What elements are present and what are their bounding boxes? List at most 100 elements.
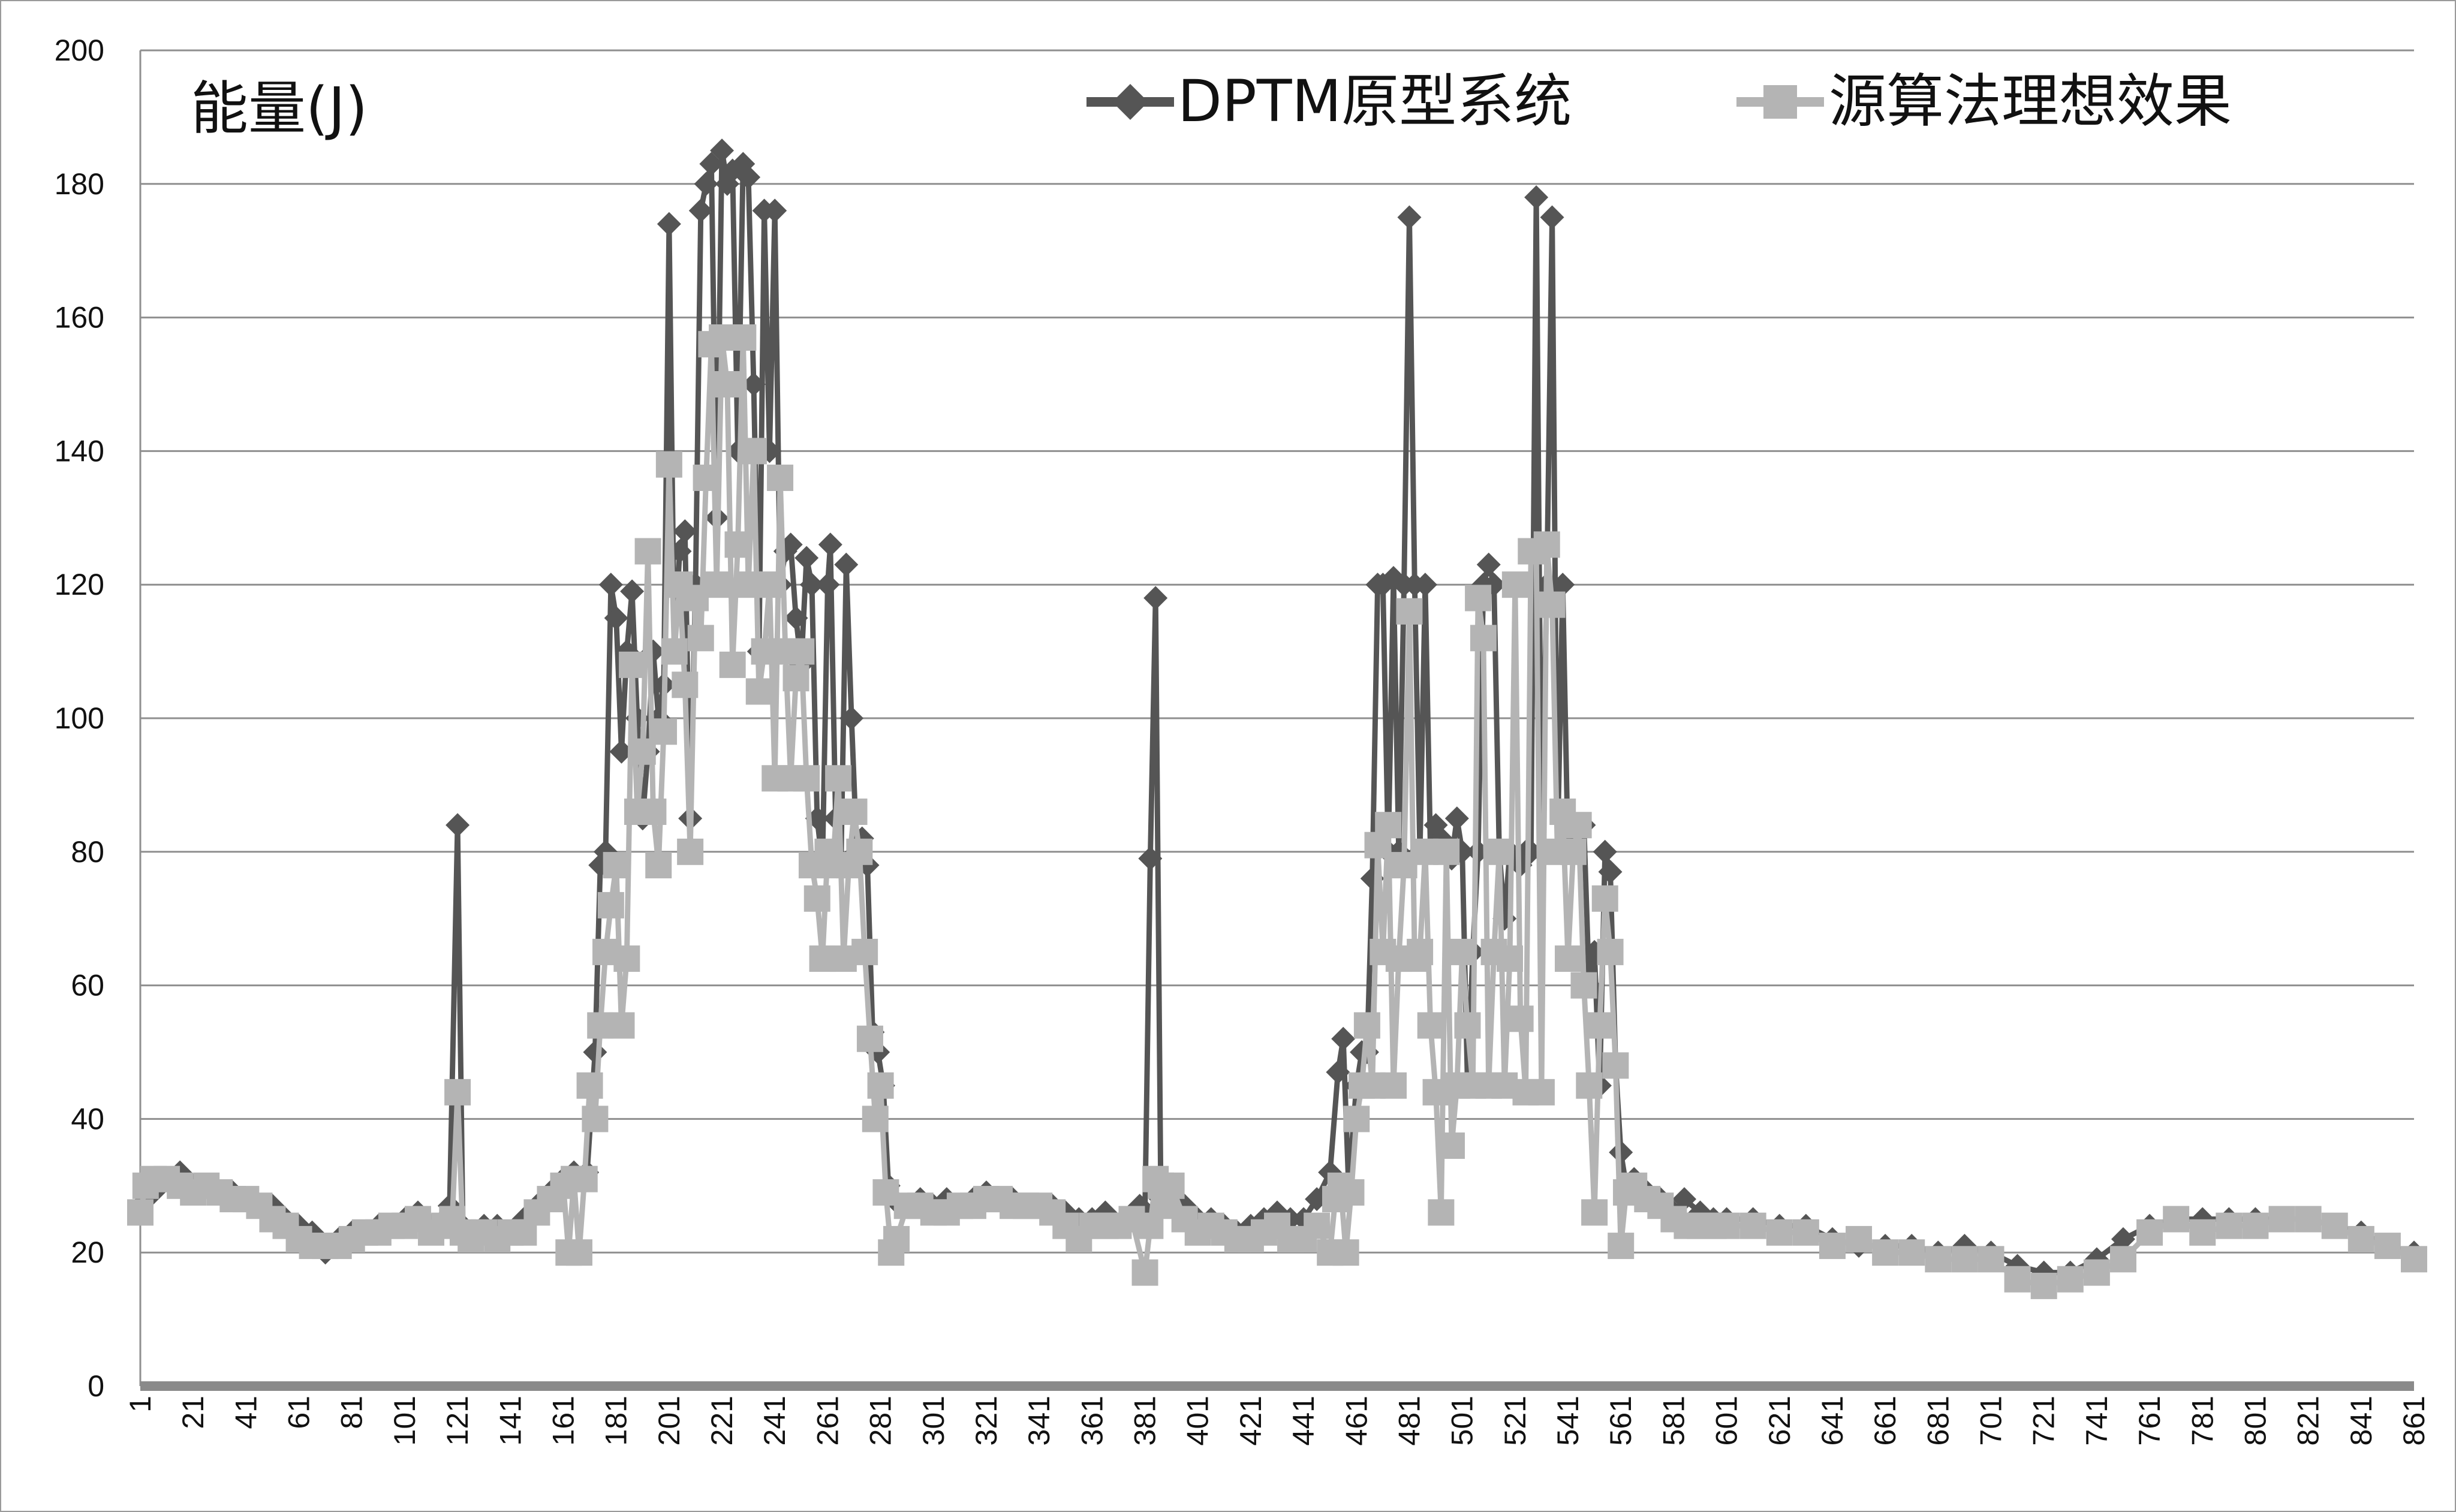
x-tick-label: 501 bbox=[1446, 1396, 1479, 1445]
data-point bbox=[710, 138, 735, 163]
y-tick-label: 120 bbox=[55, 568, 104, 601]
data-point bbox=[763, 198, 787, 223]
x-tick-label: 681 bbox=[1921, 1396, 1955, 1445]
data-point bbox=[1593, 839, 1617, 864]
series-line bbox=[137, 335, 2416, 1289]
data-point bbox=[2374, 1233, 2401, 1260]
data-point bbox=[661, 638, 688, 665]
x-tick-label: 601 bbox=[1710, 1396, 1744, 1445]
y-tick-label: 200 bbox=[55, 34, 104, 67]
data-point bbox=[657, 212, 681, 236]
x-tick-label: 801 bbox=[2238, 1396, 2272, 1445]
data-point bbox=[1551, 573, 1575, 597]
x-tick-label: 761 bbox=[2133, 1396, 2166, 1445]
data-point bbox=[2347, 1225, 2374, 1252]
y-tick-label: 140 bbox=[55, 434, 104, 468]
x-tick-label: 281 bbox=[864, 1396, 898, 1445]
data-point bbox=[1528, 1079, 1555, 1106]
x-tick-label: 201 bbox=[652, 1396, 686, 1445]
data-point bbox=[2004, 1266, 2031, 1293]
data-point bbox=[782, 665, 809, 692]
x-axis-ticks: 1 21 41 61 81 101 121 141 161 181 201 221 241 261 281 3… bbox=[124, 1396, 2431, 1445]
data-point bbox=[1533, 531, 1560, 558]
data-point bbox=[1343, 1106, 1370, 1133]
x-tick-label: 861 bbox=[2397, 1396, 2431, 1445]
data-point bbox=[613, 945, 640, 972]
data-point bbox=[1766, 1219, 1793, 1246]
data-point bbox=[1428, 1199, 1455, 1226]
data-point bbox=[851, 938, 878, 965]
data-point bbox=[1131, 1259, 1158, 1286]
data-point bbox=[730, 324, 757, 351]
data-point bbox=[1444, 806, 1469, 831]
data-point bbox=[1143, 586, 1168, 610]
data-point bbox=[1540, 205, 1564, 230]
data-point bbox=[1353, 1012, 1380, 1039]
legend-ideal-marker-icon bbox=[1763, 85, 1797, 119]
data-point bbox=[1497, 945, 1524, 972]
x-tick-label: 641 bbox=[1816, 1396, 1849, 1445]
x-tick-label: 341 bbox=[1022, 1396, 1056, 1445]
data-point bbox=[867, 1072, 894, 1099]
data-point bbox=[1819, 1233, 1846, 1260]
data-point bbox=[1951, 1246, 1978, 1273]
x-tick-label: 101 bbox=[388, 1396, 422, 1445]
x-tick-label: 1 bbox=[124, 1396, 157, 1412]
data-point bbox=[1338, 1179, 1365, 1206]
series-ideal bbox=[127, 324, 2427, 1299]
data-point bbox=[1524, 185, 1549, 210]
data-point bbox=[1597, 938, 1624, 965]
x-tick-label: 141 bbox=[493, 1396, 527, 1445]
data-point bbox=[745, 678, 772, 705]
data-point bbox=[645, 852, 672, 879]
data-point bbox=[724, 531, 751, 558]
data-point bbox=[576, 1072, 603, 1099]
data-point bbox=[672, 671, 699, 698]
data-point bbox=[1609, 1140, 1633, 1165]
data-point bbox=[2109, 1246, 2136, 1273]
data-point bbox=[565, 1239, 592, 1266]
data-point bbox=[603, 852, 630, 879]
data-point bbox=[127, 1199, 154, 1226]
data-point bbox=[1598, 860, 1623, 884]
data-point bbox=[2030, 1272, 2057, 1299]
x-tick-label: 781 bbox=[2186, 1396, 2219, 1445]
data-point bbox=[2136, 1219, 2163, 1246]
legend-label-ideal: 源算法理想效果 bbox=[1829, 68, 2232, 135]
data-point bbox=[1476, 552, 1501, 577]
x-tick-label: 661 bbox=[1868, 1396, 1902, 1445]
data-point bbox=[841, 798, 868, 825]
data-point bbox=[2321, 1212, 2348, 1239]
gridlines bbox=[139, 49, 2414, 1386]
data-point bbox=[1326, 1060, 1350, 1085]
data-point bbox=[1713, 1212, 1740, 1239]
data-point bbox=[799, 573, 824, 597]
data-point bbox=[1375, 812, 1402, 839]
data-point bbox=[794, 546, 819, 570]
x-tick-label: 581 bbox=[1657, 1396, 1690, 1445]
legend-item-dptm: DPTM原型系统 bbox=[1086, 68, 1572, 135]
data-point bbox=[1413, 573, 1437, 597]
data-point bbox=[2268, 1206, 2295, 1233]
data-point bbox=[619, 651, 646, 678]
data-point bbox=[846, 838, 873, 865]
x-tick-label: 381 bbox=[1128, 1396, 1162, 1445]
data-point bbox=[1565, 812, 1592, 839]
data-point bbox=[620, 579, 645, 604]
y-tick-label: 100 bbox=[55, 701, 104, 735]
data-point bbox=[640, 798, 667, 825]
x-tick-label: 301 bbox=[917, 1396, 950, 1445]
data-point bbox=[1846, 1225, 1873, 1252]
x-tick-label: 61 bbox=[282, 1396, 316, 1429]
data-point bbox=[703, 571, 730, 598]
y-axis-ticks: 0 20 40 60 80 100 120 140 160 180 200 bbox=[55, 34, 104, 1403]
data-point bbox=[1438, 1132, 1465, 1159]
data-point bbox=[446, 813, 470, 838]
x-tick-label: 461 bbox=[1340, 1396, 1373, 1445]
data-point bbox=[1978, 1246, 2004, 1273]
data-point bbox=[788, 638, 815, 665]
data-point bbox=[815, 573, 840, 597]
data-point bbox=[1560, 838, 1587, 865]
data-point bbox=[1872, 1239, 1899, 1266]
